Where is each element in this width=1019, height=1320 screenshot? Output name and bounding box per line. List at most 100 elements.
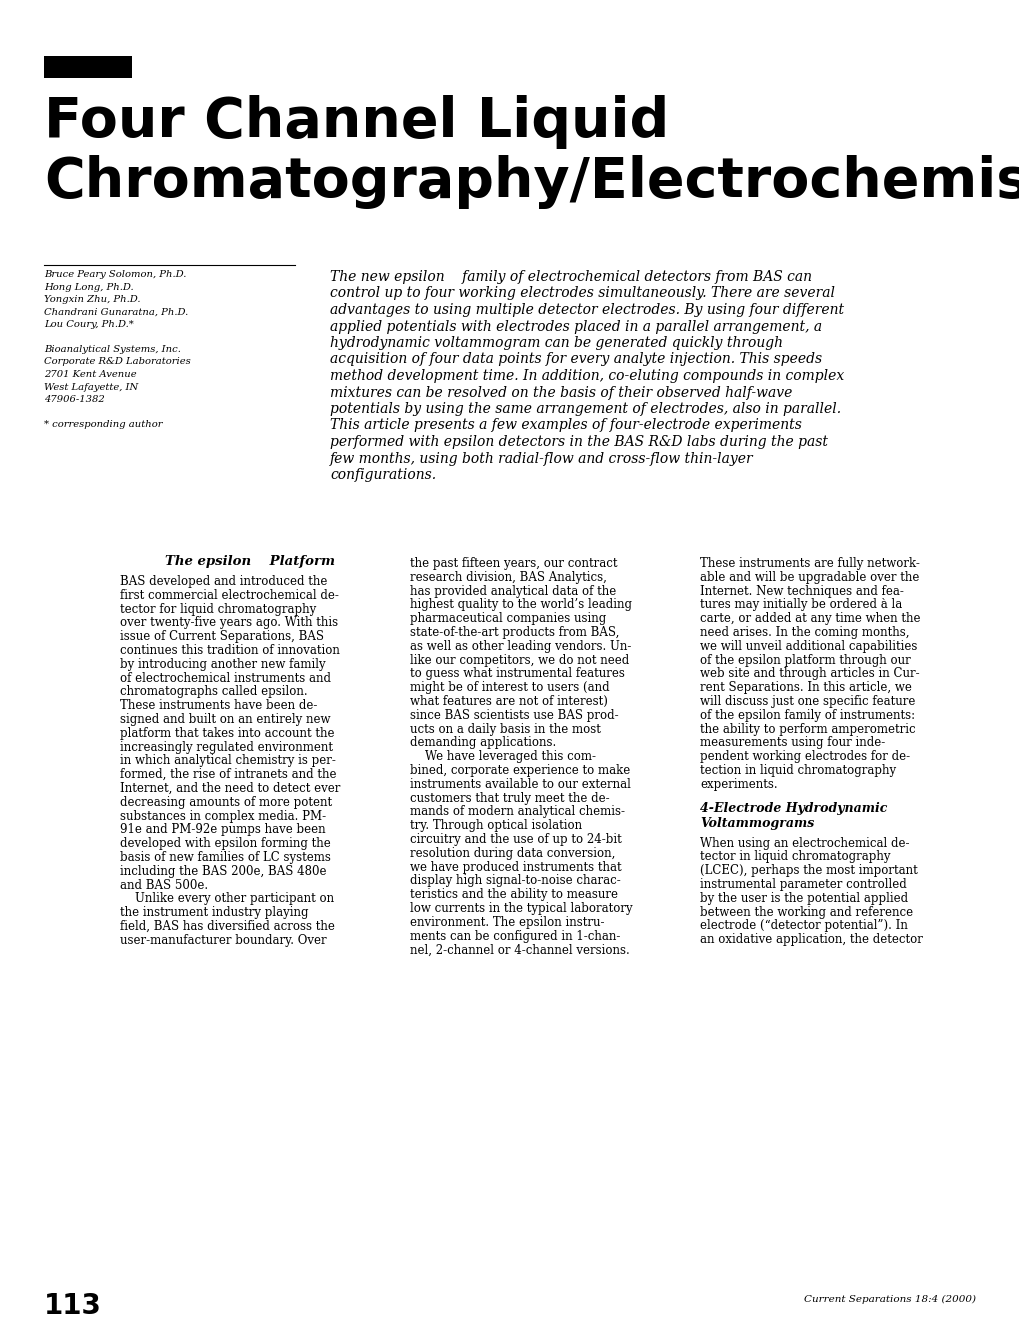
Text: and BAS 500e.: and BAS 500e. xyxy=(120,879,208,891)
Text: method development time. In addition, co-eluting compounds in complex: method development time. In addition, co… xyxy=(330,370,844,383)
Text: environment. The epsilon instru-: environment. The epsilon instru- xyxy=(410,916,604,929)
Text: Four Channel Liquid: Four Channel Liquid xyxy=(44,95,668,149)
Text: will discuss just one specific feature: will discuss just one specific feature xyxy=(699,696,914,708)
Text: tures may initially be ordered à la: tures may initially be ordered à la xyxy=(699,598,902,611)
Text: The epsilon    Platform: The epsilon Platform xyxy=(165,554,334,568)
Text: instrumental parameter controlled: instrumental parameter controlled xyxy=(699,878,906,891)
Text: need arises. In the coming months,: need arises. In the coming months, xyxy=(699,626,909,639)
Text: This article presents a few examples of four-electrode experiments: This article presents a few examples of … xyxy=(330,418,801,433)
Text: configurations.: configurations. xyxy=(330,469,436,482)
Text: Internet, and the need to detect ever: Internet, and the need to detect ever xyxy=(120,781,340,795)
Text: Bruce Peary Solomon, Ph.D.: Bruce Peary Solomon, Ph.D. xyxy=(44,271,186,279)
Text: like our competitors, we do not need: like our competitors, we do not need xyxy=(410,653,629,667)
Text: Chandrani Gunaratna, Ph.D.: Chandrani Gunaratna, Ph.D. xyxy=(44,308,189,317)
Text: signed and built on an entirely new: signed and built on an entirely new xyxy=(120,713,330,726)
Text: the past fifteen years, our contract: the past fifteen years, our contract xyxy=(410,557,616,570)
Text: substances in complex media. PM-: substances in complex media. PM- xyxy=(120,809,326,822)
Text: continues this tradition of innovation: continues this tradition of innovation xyxy=(120,644,339,657)
Text: state-of-the-art products from BAS,: state-of-the-art products from BAS, xyxy=(410,626,619,639)
Text: circuitry and the use of up to 24-bit: circuitry and the use of up to 24-bit xyxy=(410,833,622,846)
Text: Lou Coury, Ph.D.*: Lou Coury, Ph.D.* xyxy=(44,319,133,329)
Text: by introducing another new family: by introducing another new family xyxy=(120,657,325,671)
Text: carte, or added at any time when the: carte, or added at any time when the xyxy=(699,612,919,626)
Text: ucts on a daily basis in the most: ucts on a daily basis in the most xyxy=(410,722,600,735)
Text: These instruments have been de-: These instruments have been de- xyxy=(120,700,317,713)
Text: highest quality to the world’s leading: highest quality to the world’s leading xyxy=(410,598,632,611)
Text: as well as other leading vendors. Un-: as well as other leading vendors. Un- xyxy=(410,640,631,653)
Text: of the epsilon platform through our: of the epsilon platform through our xyxy=(699,653,910,667)
Text: 2701 Kent Avenue: 2701 Kent Avenue xyxy=(44,370,137,379)
Text: basis of new families of LC systems: basis of new families of LC systems xyxy=(120,851,330,865)
Text: we have produced instruments that: we have produced instruments that xyxy=(410,861,621,874)
Text: bined, corporate experience to make: bined, corporate experience to make xyxy=(410,764,630,777)
Text: measurements using four inde-: measurements using four inde- xyxy=(699,737,884,750)
Text: resolution during data conversion,: resolution during data conversion, xyxy=(410,847,614,859)
Text: increasingly regulated environment: increasingly regulated environment xyxy=(120,741,332,754)
Text: of the epsilon family of instruments:: of the epsilon family of instruments: xyxy=(699,709,914,722)
Text: of electrochemical instruments and: of electrochemical instruments and xyxy=(120,672,331,685)
Text: acquisition of four data points for every analyte injection. This speeds: acquisition of four data points for ever… xyxy=(330,352,821,367)
Text: field, BAS has diversified across the: field, BAS has diversified across the xyxy=(120,920,334,933)
Text: platform that takes into account the: platform that takes into account the xyxy=(120,727,334,739)
Text: West Lafayette, IN: West Lafayette, IN xyxy=(44,383,139,392)
Text: Bioanalytical Systems, Inc.: Bioanalytical Systems, Inc. xyxy=(44,345,180,354)
Text: what features are not of interest): what features are not of interest) xyxy=(410,696,607,708)
Text: demanding applications.: demanding applications. xyxy=(410,737,555,750)
Text: the ability to perform amperometric: the ability to perform amperometric xyxy=(699,722,915,735)
Text: advantages to using multiple detector electrodes. By using four different: advantages to using multiple detector el… xyxy=(330,304,844,317)
Text: instruments available to our external: instruments available to our external xyxy=(410,777,631,791)
Text: between the working and reference: between the working and reference xyxy=(699,906,912,919)
Text: low currents in the typical laboratory: low currents in the typical laboratory xyxy=(410,902,632,915)
Text: we will unveil additional capabilities: we will unveil additional capabilities xyxy=(699,640,916,653)
Text: few months, using both radial-flow and cross-flow thin-layer: few months, using both radial-flow and c… xyxy=(330,451,753,466)
Text: We have leveraged this com-: We have leveraged this com- xyxy=(410,750,595,763)
Text: Corporate R&D Laboratories: Corporate R&D Laboratories xyxy=(44,358,191,367)
Text: BAS developed and introduced the: BAS developed and introduced the xyxy=(120,576,327,587)
Text: web site and through articles in Cur-: web site and through articles in Cur- xyxy=(699,668,919,680)
Text: performed with epsilon detectors in the BAS R&D labs during the past: performed with epsilon detectors in the … xyxy=(330,436,827,449)
Text: * corresponding author: * corresponding author xyxy=(44,420,162,429)
Text: chromatographs called epsilon.: chromatographs called epsilon. xyxy=(120,685,308,698)
Text: Current Separations 18:4 (2000): Current Separations 18:4 (2000) xyxy=(803,1295,975,1304)
Text: customers that truly meet the de-: customers that truly meet the de- xyxy=(410,792,609,805)
Text: teristics and the ability to measure: teristics and the ability to measure xyxy=(410,888,618,902)
Text: nel, 2-channel or 4-channel versions.: nel, 2-channel or 4-channel versions. xyxy=(410,944,629,957)
Text: 4-Electrode Hydrodynamic: 4-Electrode Hydrodynamic xyxy=(699,801,887,814)
Text: pharmaceutical companies using: pharmaceutical companies using xyxy=(410,612,605,626)
Text: The new epsilon    family of electrochemical detectors from BAS can: The new epsilon family of electrochemica… xyxy=(330,271,811,284)
Text: might be of interest to users (and: might be of interest to users (and xyxy=(410,681,609,694)
Text: first commercial electrochemical de-: first commercial electrochemical de- xyxy=(120,589,338,602)
Bar xyxy=(44,55,131,78)
Text: Yongxin Zhu, Ph.D.: Yongxin Zhu, Ph.D. xyxy=(44,294,141,304)
Text: able and will be upgradable over the: able and will be upgradable over the xyxy=(699,570,918,583)
Text: experiments.: experiments. xyxy=(699,777,776,791)
Text: When using an electrochemical de-: When using an electrochemical de- xyxy=(699,837,909,850)
Text: has provided analytical data of the: has provided analytical data of the xyxy=(410,585,615,598)
Text: try. Through optical isolation: try. Through optical isolation xyxy=(410,820,582,832)
Text: mands of modern analytical chemis-: mands of modern analytical chemis- xyxy=(410,805,625,818)
Text: hydrodynamic voltammogram can be generated quickly through: hydrodynamic voltammogram can be generat… xyxy=(330,337,783,350)
Text: in which analytical chemistry is per-: in which analytical chemistry is per- xyxy=(120,755,335,767)
Text: These instruments are fully network-: These instruments are fully network- xyxy=(699,557,919,570)
Text: Unlike every other participant on: Unlike every other participant on xyxy=(120,892,334,906)
Text: electrode (“detector potential”). In: electrode (“detector potential”). In xyxy=(699,920,907,932)
Text: Internet. New techniques and fea-: Internet. New techniques and fea- xyxy=(699,585,903,598)
Text: Voltammograms: Voltammograms xyxy=(699,817,813,829)
Text: by the user is the potential applied: by the user is the potential applied xyxy=(699,892,907,904)
Text: control up to four working electrodes simultaneously. There are several: control up to four working electrodes si… xyxy=(330,286,835,301)
Text: display high signal-to-noise charac-: display high signal-to-noise charac- xyxy=(410,874,621,887)
Text: formed, the rise of intranets and the: formed, the rise of intranets and the xyxy=(120,768,336,781)
Text: (LCEC), perhaps the most important: (LCEC), perhaps the most important xyxy=(699,865,917,878)
Text: since BAS scientists use BAS prod-: since BAS scientists use BAS prod- xyxy=(410,709,618,722)
Text: ments can be configured in 1-chan-: ments can be configured in 1-chan- xyxy=(410,929,620,942)
Text: applied potentials with electrodes placed in a parallel arrangement, a: applied potentials with electrodes place… xyxy=(330,319,821,334)
Text: research division, BAS Analytics,: research division, BAS Analytics, xyxy=(410,570,606,583)
Text: an oxidative application, the detector: an oxidative application, the detector xyxy=(699,933,922,946)
Text: 91e and PM-92e pumps have been: 91e and PM-92e pumps have been xyxy=(120,824,325,837)
Text: to guess what instrumental features: to guess what instrumental features xyxy=(410,668,625,680)
Text: mixtures can be resolved on the basis of their observed half-wave: mixtures can be resolved on the basis of… xyxy=(330,385,792,400)
Text: 47906-1382: 47906-1382 xyxy=(44,395,105,404)
Text: the instrument industry playing: the instrument industry playing xyxy=(120,907,308,919)
Text: tector in liquid chromatography: tector in liquid chromatography xyxy=(699,850,890,863)
Text: 113: 113 xyxy=(44,1292,102,1320)
